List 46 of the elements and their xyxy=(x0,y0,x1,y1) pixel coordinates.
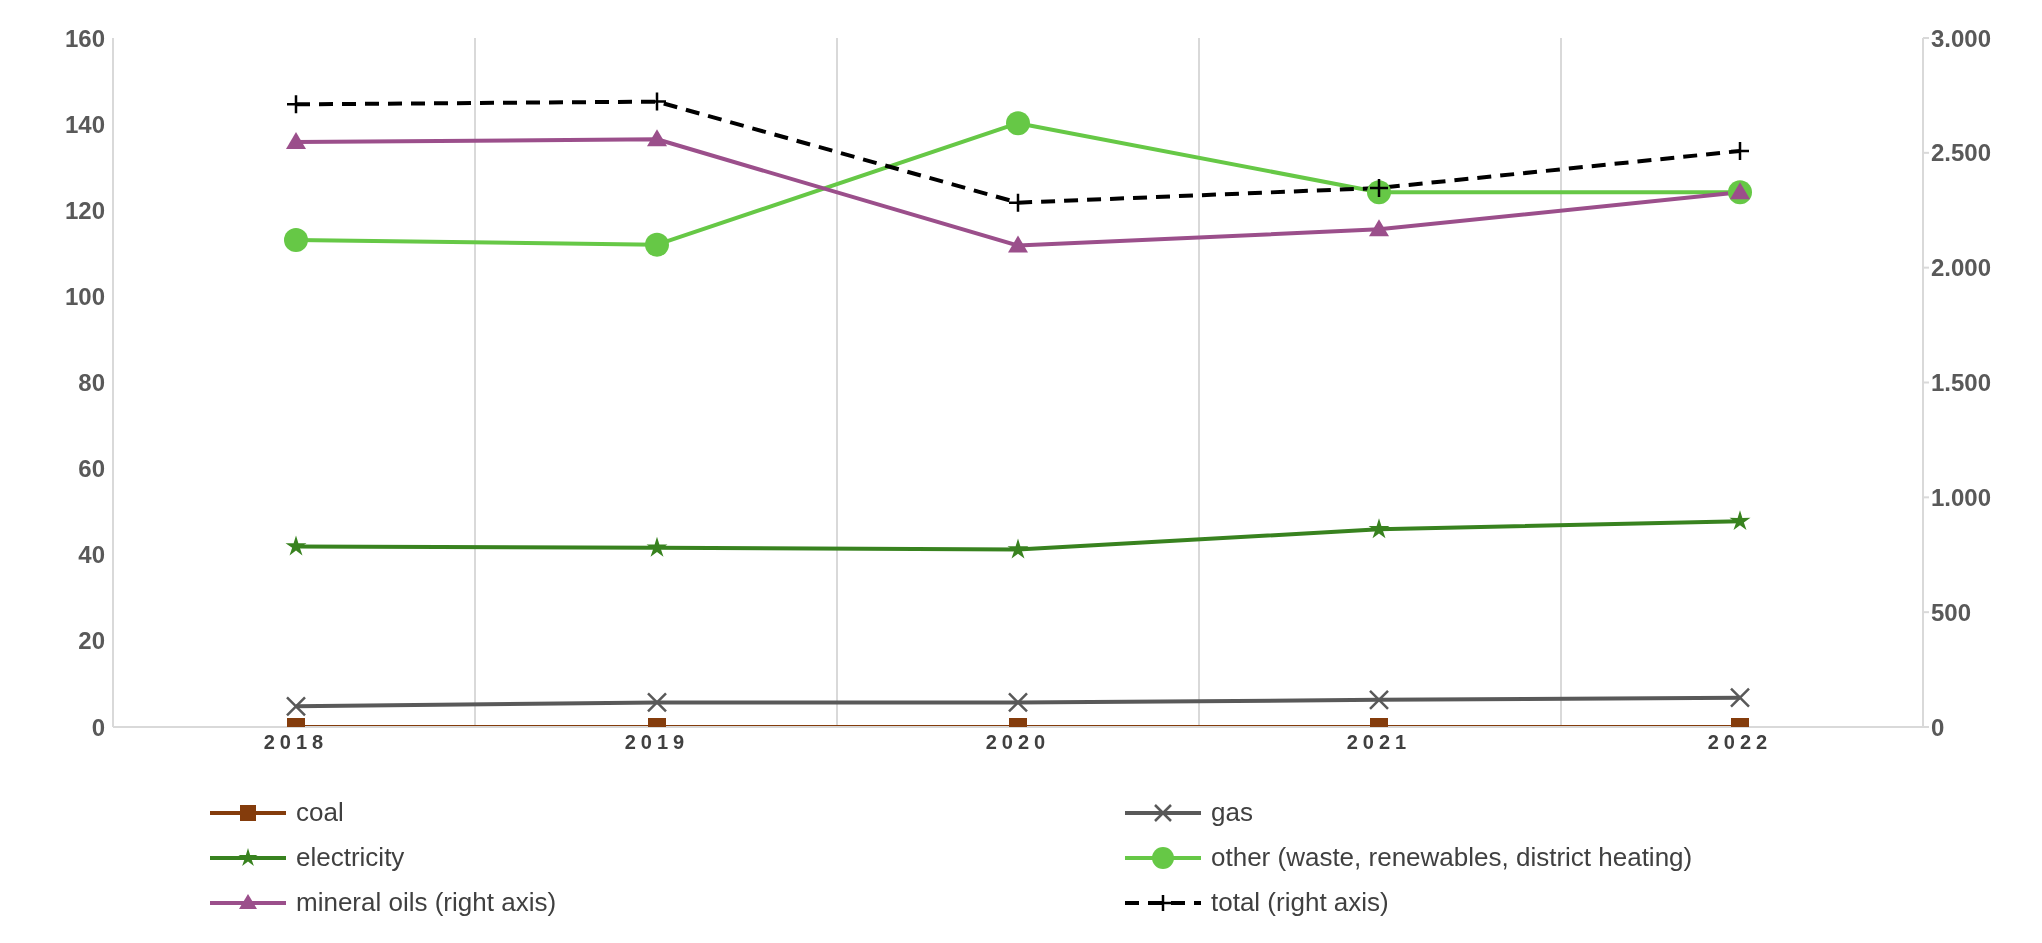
legend-label: mineral oils (right axis) xyxy=(296,887,557,918)
point xyxy=(286,132,306,150)
point xyxy=(646,536,668,557)
y2-tick-label: 2.000 xyxy=(1931,254,1992,282)
y2-tick-label: 1.500 xyxy=(1931,369,1992,397)
point xyxy=(1368,518,1390,539)
y-tick-label: 120 xyxy=(64,196,105,224)
y-tick-label: 100 xyxy=(64,282,105,310)
point xyxy=(646,692,668,713)
legend-label: other (waste, renewables, district heating) xyxy=(1211,842,1693,873)
y-tick-label: 80 xyxy=(78,369,105,397)
y-tick-label: 160 xyxy=(64,24,105,52)
point xyxy=(1368,689,1390,711)
y2-tick-label: 1.000 xyxy=(1931,483,1992,511)
point xyxy=(1368,177,1390,199)
y2-tick-label: 2.500 xyxy=(1931,139,1992,167)
point xyxy=(1007,538,1029,559)
point xyxy=(1369,219,1389,237)
legend-label: total (right axis) xyxy=(1211,887,1389,918)
point xyxy=(1008,235,1028,253)
point xyxy=(1729,140,1751,162)
point xyxy=(1729,510,1751,531)
legend-label: gas xyxy=(1211,797,1253,828)
point xyxy=(645,232,669,257)
x-tick-label: 2018 xyxy=(263,731,329,754)
y-tick-label: 60 xyxy=(78,455,105,483)
legend-label: coal xyxy=(296,797,344,828)
point xyxy=(284,227,308,252)
y-tick-label: 20 xyxy=(78,627,105,655)
point xyxy=(647,129,667,147)
x-tick-label: 2019 xyxy=(624,731,690,754)
y-tick-label: 140 xyxy=(64,110,105,138)
y2-tick-label: 0 xyxy=(1931,713,1945,741)
legend-label: electricity xyxy=(296,842,405,873)
x-tick-label: 2021 xyxy=(1346,731,1412,754)
point xyxy=(1007,692,1029,713)
y-tick-label: 40 xyxy=(78,541,105,569)
y2-tick-label: 3.000 xyxy=(1931,24,1992,52)
y-tick-label: 0 xyxy=(91,713,105,741)
point xyxy=(1729,687,1751,708)
point xyxy=(1006,111,1030,136)
point xyxy=(285,535,307,556)
x-tick-label: 2022 xyxy=(1707,731,1773,754)
y2-tick-label: 500 xyxy=(1931,598,1972,626)
point xyxy=(285,696,307,717)
x-tick-label: 2020 xyxy=(985,731,1051,754)
